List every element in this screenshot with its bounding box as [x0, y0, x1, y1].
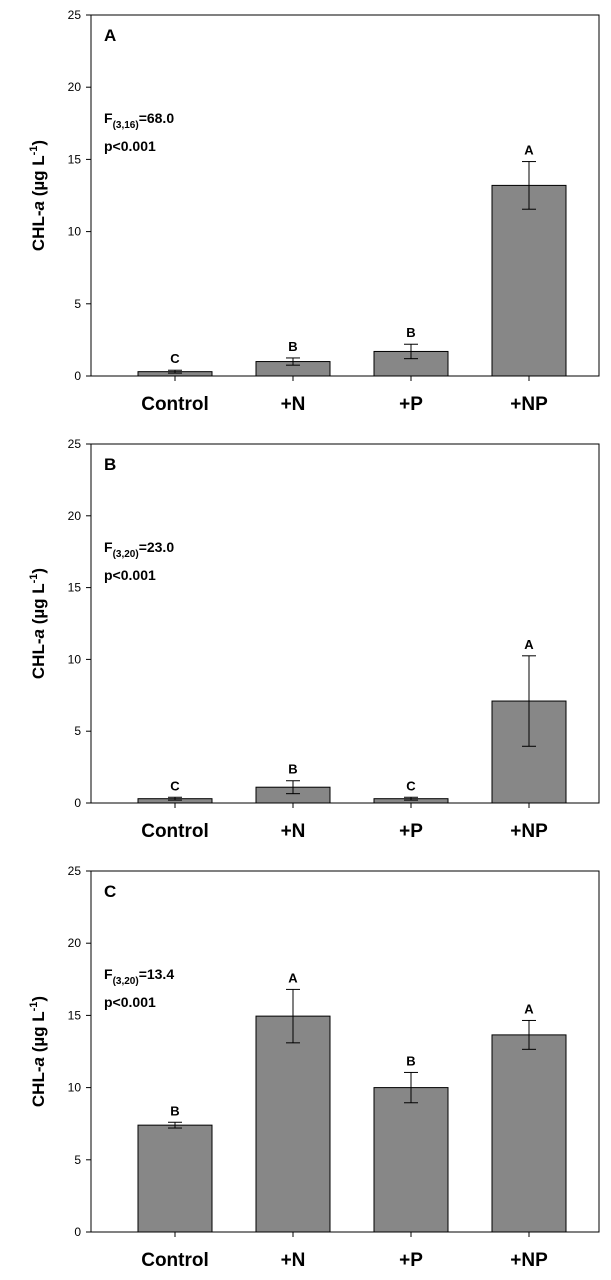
error-bar	[168, 1121, 182, 1129]
x-tick-label: Control	[141, 1250, 209, 1271]
panel-label: A	[104, 26, 116, 45]
bar-n	[255, 1015, 331, 1233]
significance-letter: B	[406, 1053, 415, 1068]
bar-p	[373, 1087, 449, 1233]
y-tick-label: 5	[74, 1153, 81, 1167]
significance-letter: C	[406, 778, 416, 793]
p-value: p<0.001	[104, 138, 156, 154]
bar-np	[491, 1034, 567, 1233]
bar-np	[491, 184, 567, 377]
y-tick-label: 0	[74, 369, 81, 383]
error-bar	[286, 780, 300, 795]
y-tick-label: 10	[68, 225, 82, 239]
error-bar	[168, 369, 182, 374]
y-tick-label: 20	[68, 936, 82, 950]
x-tick-label: +N	[281, 394, 306, 415]
error-bar	[404, 343, 418, 360]
y-tick-label: 5	[74, 297, 81, 311]
x-tick-label: +NP	[510, 821, 548, 842]
significance-letter: C	[170, 778, 180, 793]
y-tick-label: 10	[68, 652, 82, 666]
significance-letter: A	[288, 970, 298, 985]
f-statistic: F(3,16)=68.0	[104, 110, 174, 131]
error-bar	[168, 796, 182, 801]
plot-frame	[90, 870, 600, 1233]
p-value: p<0.001	[104, 567, 156, 583]
y-tick-label: 20	[68, 80, 82, 94]
x-tick-label: +P	[399, 1250, 423, 1271]
error-bar	[404, 1071, 418, 1104]
x-tick-label: +NP	[510, 394, 548, 415]
chart-panel-a: 0 5 10 15 20 25 C Control B +N B +P A +NP A F(3,16)=68.…	[28, 8, 600, 415]
f-statistic: F(3,20)=23.0	[104, 539, 174, 560]
x-tick-label: +N	[281, 1250, 306, 1271]
significance-letter: B	[406, 325, 415, 340]
significance-letter: B	[288, 339, 297, 354]
error-bar	[286, 357, 300, 366]
error-bar	[286, 988, 300, 1044]
y-tick-label: 15	[68, 152, 82, 166]
y-tick-label: 25	[68, 437, 82, 451]
x-tick-label: +P	[399, 394, 423, 415]
y-tick-label: 20	[68, 509, 82, 523]
panel-label: C	[104, 882, 116, 901]
y-tick-label: 10	[68, 1081, 82, 1095]
y-tick-label: 25	[68, 8, 82, 22]
y-axis-label: CHL-a (µg L-1)	[28, 568, 48, 679]
y-tick-label: 15	[68, 581, 82, 595]
significance-letter: B	[170, 1103, 179, 1118]
bar-control	[137, 1124, 213, 1233]
y-tick-label: 25	[68, 864, 82, 878]
chart-panel-b: 0 5 10 15 20 25 C Control B +N C +P A +NP B F(3,20)=23.…	[28, 437, 600, 842]
error-bar	[404, 796, 418, 801]
x-tick-label: Control	[141, 821, 209, 842]
x-tick-label: Control	[141, 394, 209, 415]
y-tick-label: 15	[68, 1008, 82, 1022]
x-tick-label: +NP	[510, 1250, 548, 1271]
y-tick-label: 0	[74, 1225, 81, 1239]
plot-frame	[90, 443, 600, 804]
significance-letter: A	[524, 143, 534, 158]
f-statistic: F(3,20)=13.4	[104, 966, 174, 987]
significance-letter: A	[524, 637, 534, 652]
x-tick-label: +N	[281, 821, 306, 842]
error-bar	[522, 161, 536, 210]
error-bar	[522, 1019, 536, 1050]
y-axis-label: CHL-a (µg L-1)	[28, 140, 48, 251]
error-bar	[522, 655, 536, 747]
chart-panel-c: 0 5 10 15 20 25 B Control A +N B +P A +NP C F(3,20)=13.…	[28, 864, 600, 1271]
y-axis-label: CHL-a (µg L-1)	[28, 996, 48, 1107]
plot-frame	[90, 14, 600, 377]
significance-letter: A	[524, 1001, 534, 1016]
x-tick-label: +P	[399, 821, 423, 842]
panel-label: B	[104, 455, 116, 474]
y-tick-label: 5	[74, 724, 81, 738]
significance-letter: B	[288, 762, 297, 777]
p-value: p<0.001	[104, 994, 156, 1010]
significance-letter: C	[170, 351, 180, 366]
y-tick-label: 0	[74, 796, 81, 810]
